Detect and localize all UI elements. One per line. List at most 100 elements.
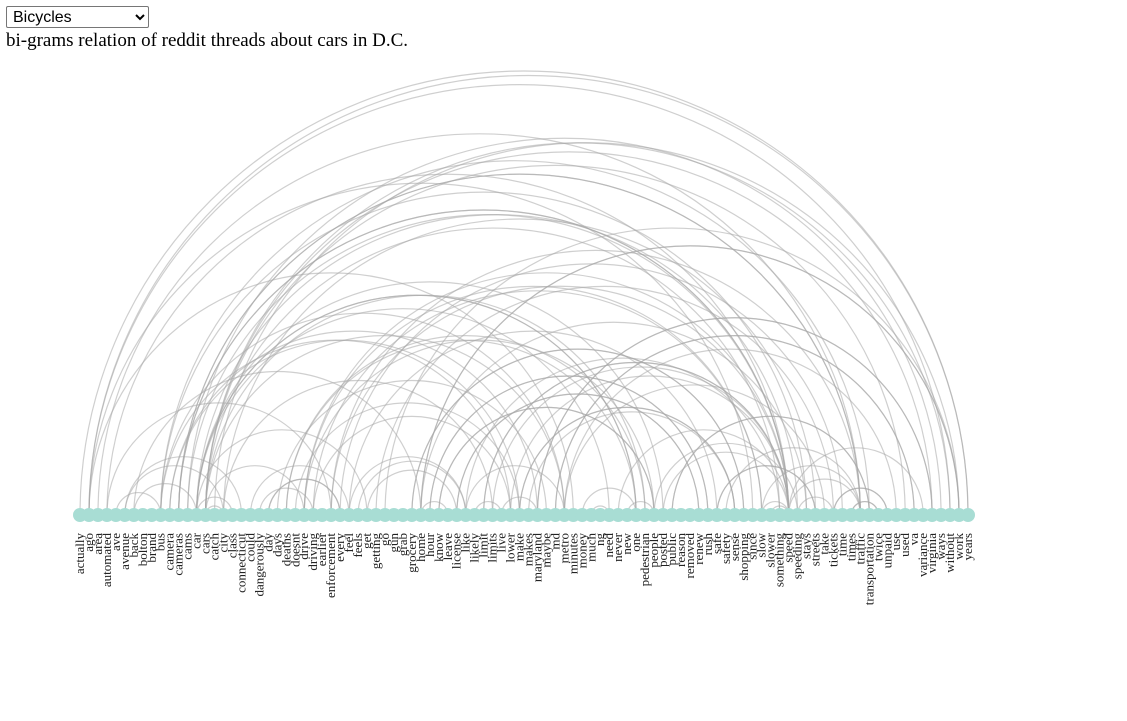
bigram-arc (204, 164, 906, 516)
bigram-arc (330, 285, 790, 516)
word-label: times (843, 533, 858, 561)
bigram-arc (169, 339, 521, 516)
bigram-arc (788, 447, 924, 516)
bigram-arc (788, 478, 861, 516)
word-label: posted (655, 533, 670, 567)
word-label: tickets (825, 533, 840, 567)
word-label: bolton (135, 533, 150, 567)
word-label: back (126, 533, 141, 558)
arcs-layer (79, 70, 969, 516)
bigram-arc (178, 209, 790, 516)
bigram-arc (204, 151, 933, 516)
word-label: ways (933, 533, 948, 560)
bigram-arc (563, 348, 897, 516)
bigram-arc (106, 402, 332, 516)
word-label: lower (503, 532, 518, 562)
word-label: doesnt (287, 533, 302, 567)
word-label: get (359, 533, 374, 549)
word-label: area (90, 533, 105, 555)
bigram-arc (536, 317, 933, 516)
word-label: twice (870, 533, 885, 561)
word-label: need (601, 533, 616, 558)
bigram-arc (554, 335, 915, 516)
bigram-arc (420, 321, 808, 516)
word-label: time (834, 533, 849, 556)
word-label: pedestrian (637, 533, 652, 587)
bigram-arc (187, 213, 790, 516)
topic-select[interactable]: Bicycles (6, 6, 149, 28)
bigram-arc (456, 393, 700, 516)
word-label: grocery (404, 533, 419, 573)
word-label: used (897, 533, 912, 557)
bigram-arc (88, 272, 574, 516)
word-label: money (574, 533, 589, 569)
bigram-arc (438, 406, 655, 516)
word-label: actually (72, 533, 87, 575)
word-label: much (583, 533, 598, 562)
bigram-arc (196, 308, 610, 516)
bigram-arc (518, 406, 736, 516)
word-label: slow (754, 532, 769, 557)
bigram-arc (133, 370, 422, 516)
word-label: rush (700, 533, 715, 556)
word-label: public (664, 533, 679, 566)
bigram-arc (465, 465, 565, 516)
bigram-arc (196, 281, 664, 516)
labels-layer: actuallyagoareaautomatedaveavenuebackbol… (72, 532, 975, 605)
word-label: grab (395, 533, 410, 556)
word-label: camera (162, 533, 177, 571)
bigram-arc (303, 272, 790, 516)
bigram-arc (97, 133, 861, 516)
word-label: go (377, 533, 392, 546)
word-label: ago (81, 533, 96, 552)
word-label: feels (350, 533, 365, 558)
word-label: hour (422, 532, 437, 557)
word-label: feel (341, 533, 356, 553)
word-label: drive (296, 533, 311, 560)
bigram-arc (527, 411, 736, 516)
word-label: like (458, 533, 473, 553)
bigram-arc (420, 245, 960, 516)
bigram-arc (303, 285, 763, 516)
bigram-arc (204, 142, 951, 516)
word-label: safe (709, 533, 724, 554)
bigram-arc (88, 74, 969, 516)
word-label: take (816, 533, 831, 555)
word-label: could (242, 533, 257, 562)
bigram-arc (294, 402, 521, 516)
word-label: class (224, 533, 239, 558)
word-node[interactable] (961, 508, 975, 522)
word-label: variance (915, 533, 930, 577)
bigram-arc (285, 335, 646, 516)
bigram-arc (178, 209, 790, 516)
word-label: use (888, 533, 903, 551)
word-label: dangerously (251, 533, 266, 597)
word-label: new (619, 532, 634, 554)
bigram-arc (429, 375, 709, 516)
word-label: automated (99, 533, 114, 588)
bigram-arc (671, 415, 870, 516)
bigram-arc (267, 478, 341, 516)
word-label: stays (799, 533, 814, 559)
bigram-arc (438, 406, 655, 516)
word-label: va (906, 533, 921, 546)
bigram-arc (716, 465, 817, 516)
word-label: live (494, 533, 509, 553)
word-label: cams (180, 533, 195, 560)
word-label: avenue (117, 533, 132, 570)
bigram-arc (303, 339, 655, 516)
bigram-arc (258, 487, 314, 516)
word-label: makes (520, 533, 535, 566)
word-label: cars (198, 533, 213, 554)
word-label: getting (368, 533, 383, 570)
word-label: shopping (736, 533, 751, 581)
word-label: catch (207, 533, 222, 561)
chart-title: bi-grams relation of reddit threads abou… (6, 30, 409, 51)
bigram-arc (725, 447, 861, 516)
bigram-arc (276, 379, 548, 516)
word-label: never (610, 532, 625, 562)
word-label: brand (144, 533, 159, 563)
word-label: removed (682, 533, 697, 579)
bigram-arc (330, 249, 861, 516)
